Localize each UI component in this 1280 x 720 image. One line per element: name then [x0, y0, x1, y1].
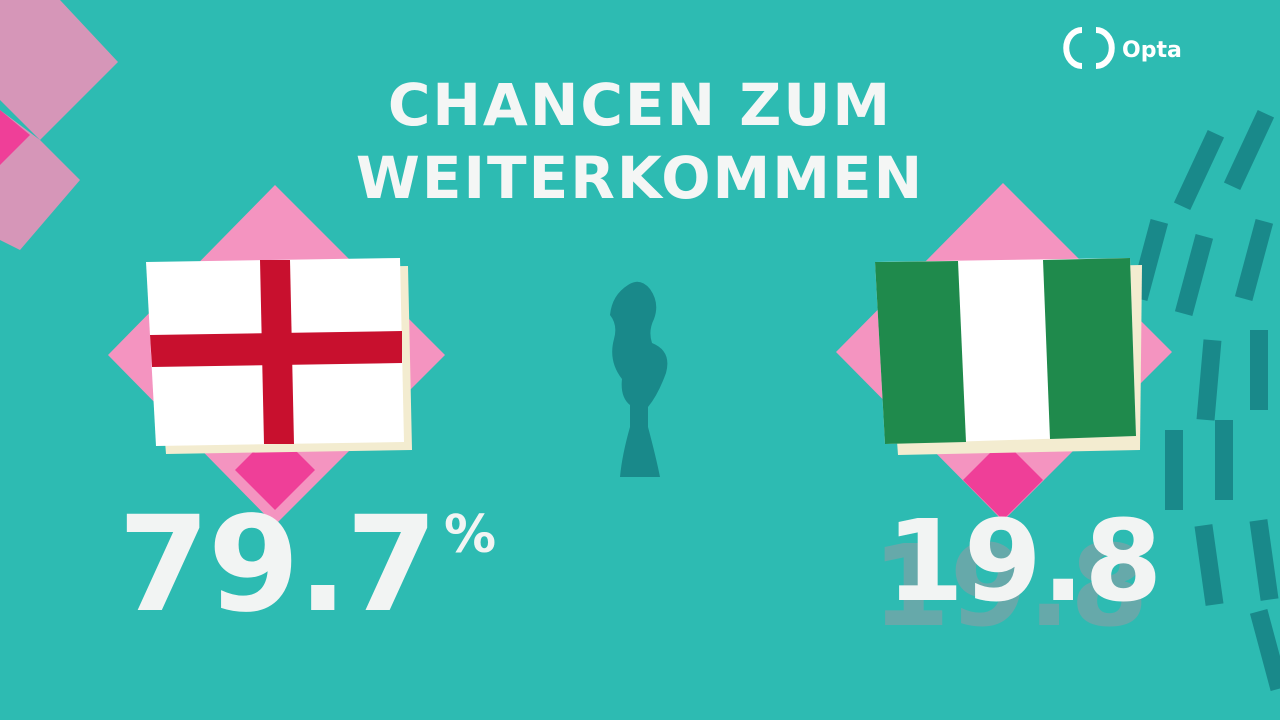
- dash: [1223, 109, 1275, 191]
- england-badge: [108, 185, 445, 525]
- title-line: WEITERKOMMEN: [356, 144, 924, 212]
- pink-diamond: [0, 110, 30, 165]
- title-line: CHANCEN ZUM: [388, 71, 892, 139]
- nigeria-badge: [836, 183, 1172, 521]
- dash: [1194, 524, 1224, 606]
- value-shadow: 19.8: [872, 522, 1148, 652]
- flag-stripe: [1043, 258, 1136, 439]
- pink-diamond: [963, 440, 1043, 520]
- left-decoration: [0, 0, 118, 250]
- dash: [1196, 339, 1222, 421]
- pink-diamond: [0, 0, 118, 140]
- dash: [1165, 430, 1183, 510]
- logo-mark: [1063, 27, 1115, 69]
- england-value: 79.7: [118, 488, 436, 642]
- dash: [1173, 129, 1225, 211]
- dash: [1174, 234, 1214, 316]
- dash: [1215, 420, 1233, 500]
- logo-text: Opta: [1122, 38, 1182, 63]
- flag-stripe: [875, 261, 966, 444]
- trophy: [610, 281, 668, 477]
- dash: [1249, 609, 1280, 691]
- dash: [1234, 219, 1274, 301]
- dash: [1250, 330, 1268, 410]
- value-unit: %: [444, 505, 496, 565]
- flag-cross: [150, 331, 402, 367]
- opta-logo: Opta: [1063, 27, 1182, 69]
- nigeria-value: 19.8: [886, 497, 1162, 627]
- dash: [1249, 519, 1279, 601]
